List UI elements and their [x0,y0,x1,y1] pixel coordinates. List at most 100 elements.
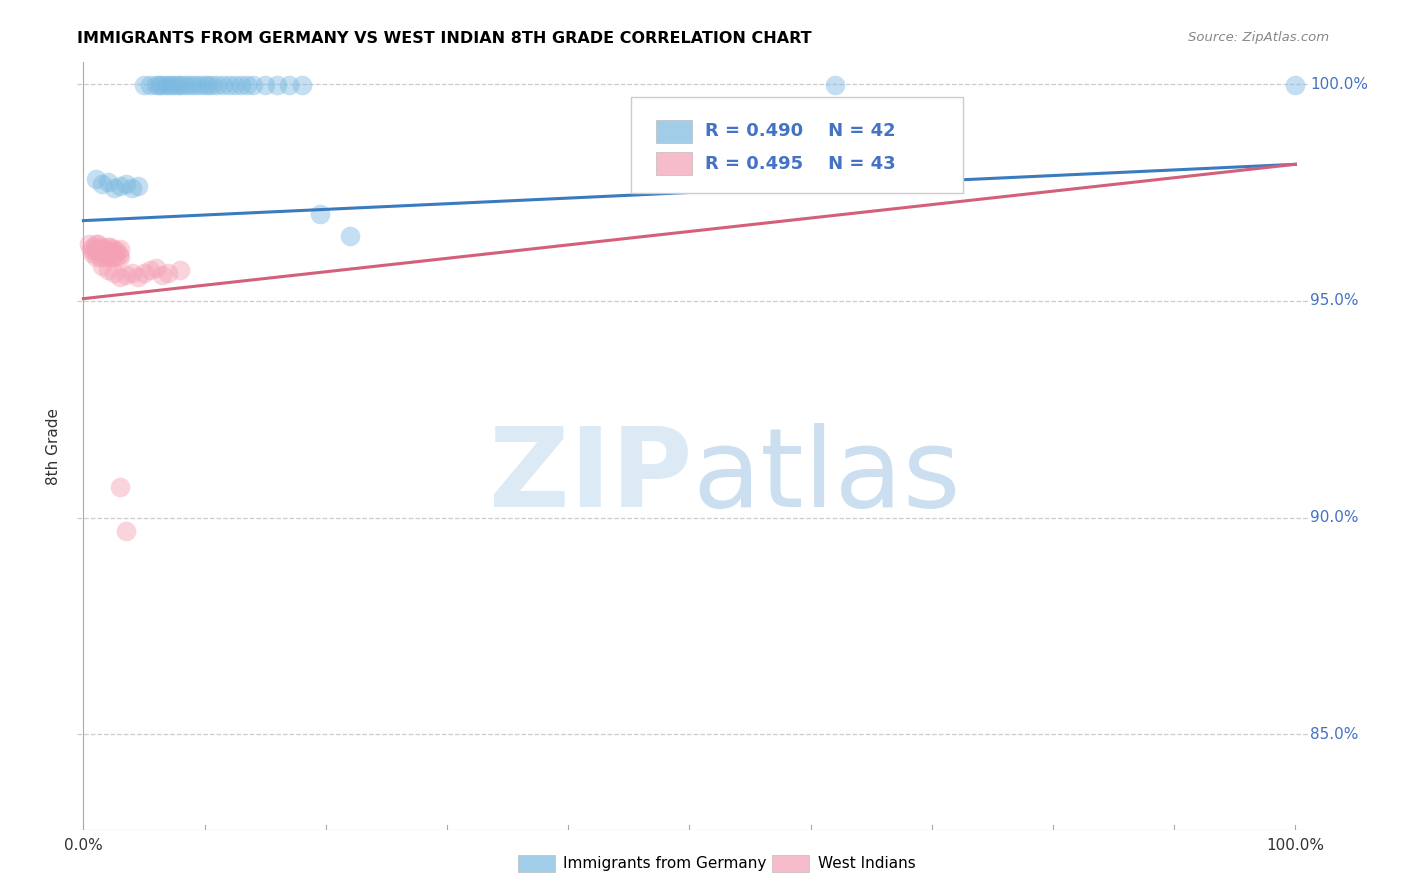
Point [1284,78,1306,92]
Text: atlas: atlas [693,423,960,530]
Point [101,251,124,265]
Point [145,261,167,276]
Point [91,244,114,258]
Point [108,270,131,285]
Point [96,246,118,260]
Point [229,78,252,92]
Text: ZIP: ZIP [489,423,693,530]
Point [266,78,288,92]
Point [149,78,172,92]
Point [103,266,125,280]
Point [89,251,111,265]
Point [79,237,101,252]
Point [108,242,131,256]
Point [167,78,190,92]
Point [127,270,149,285]
Point [84,237,107,252]
Text: 85.0%: 85.0% [1310,727,1358,742]
Point [84,251,107,265]
Point [114,524,136,538]
Point [197,78,219,92]
Point [184,78,207,92]
Point [97,263,120,277]
Point [100,246,122,260]
Point [201,78,224,92]
Point [218,78,240,92]
Point [80,246,103,260]
Point [254,78,277,92]
Point [93,251,115,265]
Point [242,78,264,92]
Point [173,78,195,92]
Text: 100.0%: 100.0% [1310,77,1368,92]
Point [132,78,155,92]
Text: 100.0%: 100.0% [1267,838,1324,854]
Point [89,244,111,258]
Point [236,78,259,92]
Point [278,78,301,92]
Text: Immigrants from Germany: Immigrants from Germany [564,855,766,871]
Point [127,178,149,193]
Point [97,251,120,265]
Point [157,266,180,280]
Text: R = 0.490    N = 42: R = 0.490 N = 42 [704,122,896,140]
Point [87,237,110,252]
Point [148,78,170,92]
Point [153,78,176,92]
Point [339,228,361,243]
Point [97,244,120,258]
Point [211,78,233,92]
Text: 0.0%: 0.0% [65,838,103,854]
Point [114,268,136,282]
Text: 8th Grade: 8th Grade [45,408,60,484]
Point [107,248,129,262]
Point [108,178,131,193]
Point [169,263,191,277]
Point [132,266,155,280]
Point [90,177,112,191]
Point [121,181,143,195]
Point [82,239,104,253]
Point [157,78,180,92]
FancyBboxPatch shape [655,120,693,143]
FancyBboxPatch shape [631,97,963,193]
Point [90,259,112,273]
Point [824,78,846,92]
Point [83,244,105,258]
FancyBboxPatch shape [655,153,693,175]
Point [205,78,228,92]
Point [105,251,128,265]
Text: 90.0%: 90.0% [1310,510,1358,525]
Point [104,246,127,260]
Point [79,242,101,256]
Point [90,239,112,253]
Point [194,78,217,92]
Point [145,78,167,92]
Point [94,242,117,256]
FancyBboxPatch shape [517,855,555,871]
Point [188,78,211,92]
Text: IMMIGRANTS FROM GERMANY VS WEST INDIAN 8TH GRADE CORRELATION CHART: IMMIGRANTS FROM GERMANY VS WEST INDIAN 8… [77,31,811,46]
Point [224,78,246,92]
Point [105,244,128,258]
Point [121,266,143,280]
Point [98,239,121,253]
Text: Source: ZipAtlas.com: Source: ZipAtlas.com [1188,31,1329,45]
Point [108,480,131,494]
Point [150,268,173,282]
Point [114,177,136,191]
Point [176,78,198,92]
Point [108,251,131,265]
Point [139,78,162,92]
Point [159,78,181,92]
Point [103,181,125,195]
Point [103,242,125,256]
Text: 95.0%: 95.0% [1310,293,1358,309]
Point [163,78,186,92]
FancyBboxPatch shape [772,855,810,871]
Point [86,242,108,256]
Point [139,263,162,277]
Point [97,175,120,189]
Point [97,239,120,253]
Text: R = 0.495    N = 43: R = 0.495 N = 43 [704,154,896,173]
